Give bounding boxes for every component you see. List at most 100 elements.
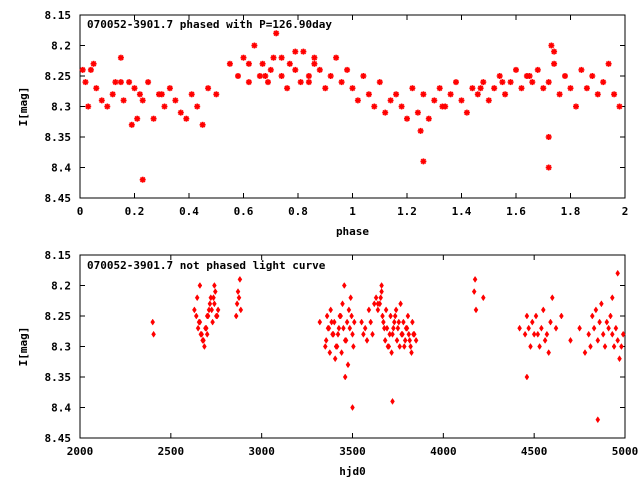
data-point	[297, 79, 304, 86]
data-point	[126, 79, 133, 86]
data-point	[347, 324, 353, 332]
data-point	[620, 330, 626, 338]
data-point	[431, 97, 438, 104]
data-point	[548, 42, 555, 49]
data-point	[545, 134, 552, 140]
data-point	[600, 330, 606, 338]
data-point	[473, 306, 479, 314]
data-point	[402, 336, 408, 344]
data-point	[292, 66, 299, 73]
data-point	[529, 318, 535, 326]
data-point	[522, 330, 528, 338]
data-point	[344, 66, 351, 73]
data-point	[328, 306, 334, 314]
data-point	[265, 79, 271, 86]
data-point	[235, 288, 241, 296]
data-point	[98, 97, 105, 104]
data-point	[606, 324, 611, 332]
data-point	[539, 324, 544, 332]
data-point	[194, 103, 201, 110]
data-point	[382, 336, 388, 344]
data-point	[617, 355, 622, 363]
data-point	[316, 66, 323, 73]
data-point	[354, 97, 361, 104]
data-point	[104, 103, 111, 110]
data-point	[361, 330, 366, 338]
y-tick-label: 8.3	[51, 341, 71, 354]
data-point	[131, 85, 138, 92]
unphased-light-curve-panel: 070052-3901.7 not phased light curve 200…	[17, 249, 638, 478]
data-point	[378, 294, 384, 302]
data-point	[139, 176, 146, 183]
data-point	[93, 85, 100, 92]
data-point	[389, 349, 394, 357]
data-point	[365, 91, 372, 98]
data-point	[351, 318, 357, 326]
data-point	[371, 300, 377, 308]
data-point	[393, 91, 400, 98]
data-point	[192, 306, 197, 314]
data-point	[366, 306, 372, 314]
data-point	[332, 355, 338, 363]
y-tick-label: 8.4	[51, 402, 71, 415]
data-point	[502, 91, 509, 98]
data-point	[471, 288, 477, 296]
data-point	[317, 318, 323, 326]
data-point	[350, 330, 355, 338]
data-point	[529, 79, 536, 86]
data-point	[284, 85, 291, 92]
phased-light-curve-panel: 070052-3901.7 phased with P=126.90day 0 0…	[17, 9, 628, 238]
data-point	[531, 330, 537, 338]
data-point	[349, 312, 354, 320]
data-point	[85, 103, 92, 110]
data-point	[207, 300, 213, 308]
data-point	[196, 318, 202, 326]
data-point	[616, 103, 623, 110]
data-point	[286, 60, 293, 67]
x-tick-label: 0.4	[179, 205, 199, 218]
data-point	[548, 318, 553, 326]
data-point	[556, 91, 563, 98]
y-tick-label: 8.45	[45, 432, 72, 445]
x-tick-label: 4000	[430, 445, 457, 458]
data-point	[540, 306, 546, 314]
data-point	[458, 97, 465, 104]
data-point	[151, 330, 156, 338]
data-point	[567, 85, 574, 92]
data-point	[205, 85, 212, 92]
data-point	[334, 343, 340, 350]
data-point	[327, 349, 333, 357]
data-point	[407, 336, 413, 344]
data-point	[336, 324, 342, 332]
data-point	[205, 312, 211, 320]
x-tick-label: 0.2	[125, 205, 145, 218]
y-axis-label: I[mag]	[17, 87, 30, 127]
data-point	[300, 48, 307, 55]
data-point	[405, 312, 411, 320]
data-point	[393, 306, 399, 314]
data-point	[340, 300, 345, 308]
data-point	[559, 312, 564, 320]
x-tick-label: 1.8	[561, 205, 581, 218]
data-point	[526, 324, 532, 332]
data-point	[582, 349, 588, 357]
data-point	[376, 79, 383, 86]
data-point	[292, 48, 299, 55]
data-point	[213, 91, 220, 98]
data-point	[390, 397, 395, 405]
data-point	[524, 312, 530, 320]
data-point	[401, 318, 406, 326]
data-point	[491, 85, 498, 92]
data-point	[608, 312, 613, 320]
data-point	[350, 404, 355, 411]
data-point	[139, 97, 146, 104]
chart-title: 070052-3901.7 not phased light curve	[87, 259, 326, 272]
data-point	[251, 42, 258, 49]
data-point	[588, 343, 593, 350]
data-point	[413, 336, 419, 344]
data-point	[370, 330, 375, 338]
data-point	[391, 324, 396, 332]
data-point	[577, 324, 582, 332]
data-point	[549, 294, 555, 302]
data-point	[172, 97, 179, 104]
